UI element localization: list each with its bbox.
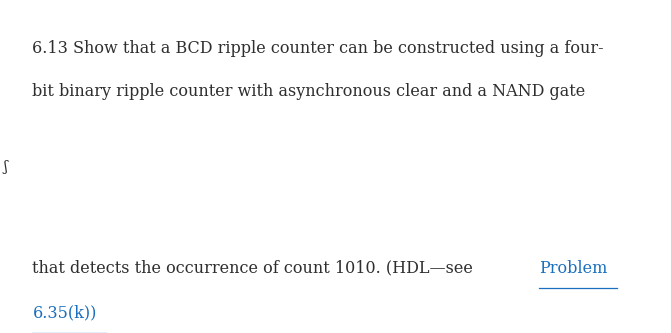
Text: that detects the occurrence of count 1010. (HDL—see: that detects the occurrence of count 101…: [32, 260, 478, 277]
Text: 6.35(k)): 6.35(k)): [32, 305, 97, 322]
Text: Problem: Problem: [539, 260, 607, 277]
Text: 6.13 Show that a BCD ripple counter can be constructed using a four-: 6.13 Show that a BCD ripple counter can …: [32, 40, 604, 57]
Text: bit binary ripple counter with asynchronous clear and a NAND gate: bit binary ripple counter with asynchron…: [32, 83, 586, 100]
Text: ʃ: ʃ: [3, 160, 7, 173]
